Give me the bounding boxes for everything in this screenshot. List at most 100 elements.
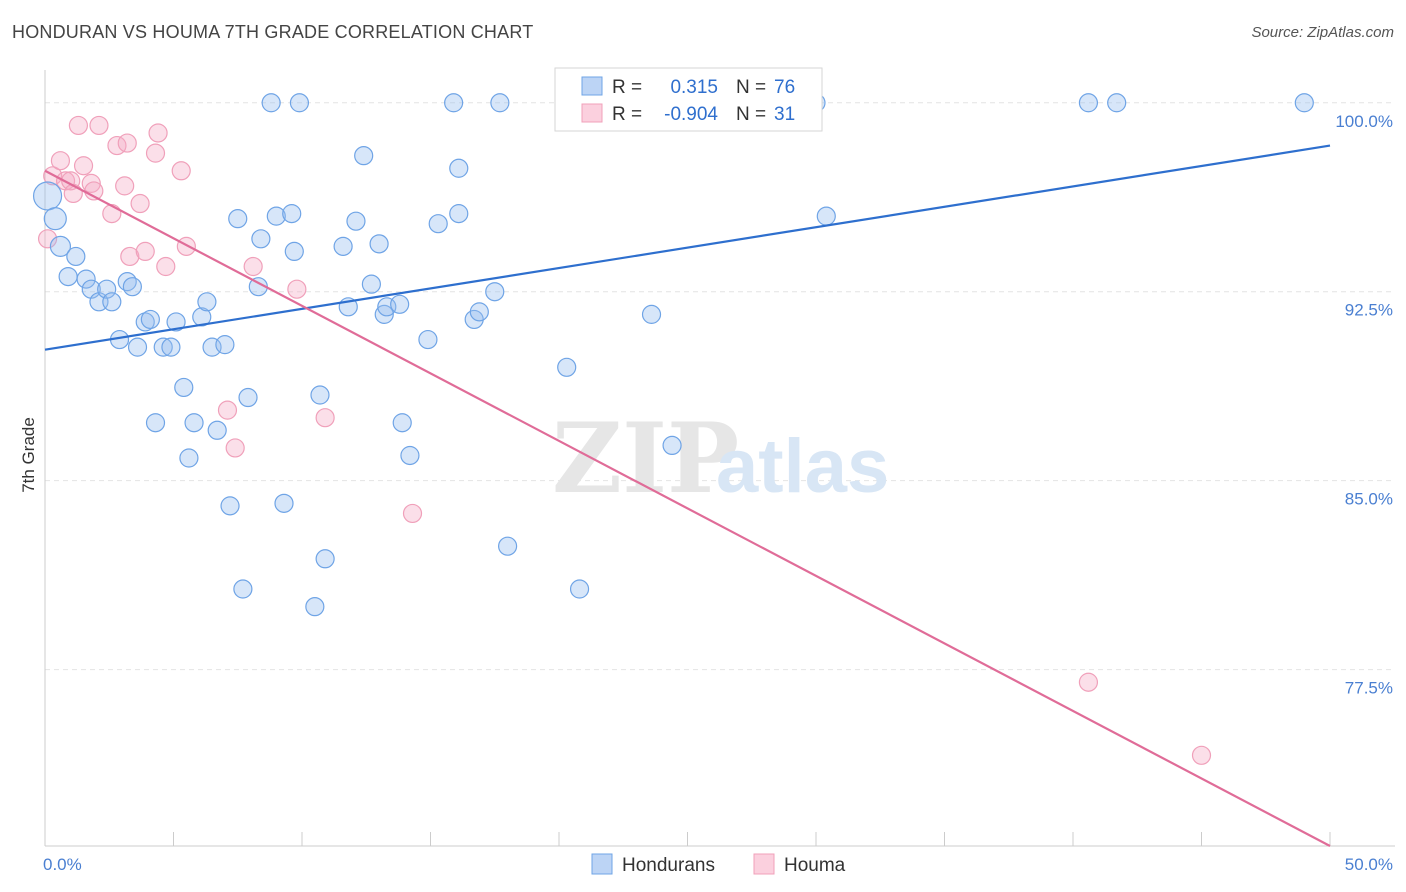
hondurans-point-28 <box>220 496 240 516</box>
houma-point-8 <box>81 173 101 193</box>
x-tick-label-0: 0.0% <box>43 855 82 874</box>
hondurans-point-72 <box>816 206 836 226</box>
houma-point-10 <box>89 115 109 136</box>
legend-n-value-1: 76 <box>774 77 795 98</box>
legend-n-label-1: N = <box>736 77 766 98</box>
houma-point-4 <box>61 171 81 191</box>
hondurans-point-24 <box>197 292 217 312</box>
houma-point-22 <box>176 236 196 256</box>
chart-title: HONDURAN VS HOUMA 7TH GRADE CORRELATION … <box>12 22 534 42</box>
houma-point-7 <box>73 156 94 176</box>
hondurans-point-4 <box>66 246 86 267</box>
houma-point-13 <box>115 176 135 196</box>
hondurans-points <box>32 93 1314 617</box>
houma-trend-line <box>44 169 1331 847</box>
hondurans-point-36 <box>274 493 294 513</box>
trend-lines <box>44 144 1331 847</box>
hondurans-point-17 <box>153 337 173 357</box>
watermark-atlas: atlas <box>716 424 889 509</box>
hondurans-point-2 <box>49 235 72 257</box>
hondurans-point-62 <box>490 93 510 113</box>
legend-r-label-2: R = <box>612 104 642 125</box>
hondurans-point-9 <box>102 292 122 312</box>
houma-point-17 <box>135 241 155 262</box>
stats-legend: R = 0.315 N = 76 R = -0.904 N = 31 <box>554 67 823 132</box>
hondurans-point-65 <box>569 579 590 599</box>
hondurans-point-41 <box>310 385 330 405</box>
hondurans-point-15 <box>140 309 160 330</box>
hondurans-point-61 <box>485 282 505 302</box>
y-tick-label-1: 85.0% <box>1345 490 1393 509</box>
hondurans-point-73 <box>1078 93 1099 113</box>
hondurans-point-40 <box>305 597 325 617</box>
hondurans-point-31 <box>238 387 258 408</box>
x-tick-label-1: 50.0% <box>1345 855 1393 874</box>
houma-point-15 <box>120 246 140 267</box>
hondurans-point-39 <box>289 93 310 113</box>
legend-r-label-1: R = <box>612 77 642 98</box>
houma-point-5 <box>63 183 83 204</box>
hondurans-point-53 <box>400 445 420 466</box>
hondurans-point-54 <box>418 329 438 350</box>
houma-point-26 <box>287 279 307 299</box>
houma-point-6 <box>68 115 89 136</box>
legend-swatch-hondurans <box>581 76 603 96</box>
hondurans-point-21 <box>179 448 199 468</box>
houma-point-30 <box>1191 745 1212 765</box>
hondurans-point-37 <box>282 204 302 224</box>
hondurans-point-47 <box>361 274 381 294</box>
hondurans-point-34 <box>261 93 281 113</box>
houma-point-11 <box>102 204 122 224</box>
y-tick-label-2: 92.5% <box>1345 301 1393 320</box>
houma-point-0 <box>37 229 58 249</box>
houma-point-27 <box>315 408 335 428</box>
hondurans-point-66 <box>641 304 662 324</box>
watermark-zip: ZIP <box>552 402 739 515</box>
hondurans-point-60 <box>469 302 489 322</box>
houma-point-20 <box>156 256 176 277</box>
hondurans-point-13 <box>127 337 148 357</box>
legend-n-label-2: N = <box>736 104 766 125</box>
hondurans-point-55 <box>428 214 448 234</box>
y-tick-label-3: 100.0% <box>1335 112 1393 131</box>
hondurans-point-26 <box>207 420 227 440</box>
hondurans-point-45 <box>346 211 366 231</box>
hondurans-point-33 <box>251 229 271 249</box>
grid-lines <box>45 102 1395 671</box>
houma-point-2 <box>50 151 71 171</box>
hondurans-point-3 <box>58 266 78 287</box>
hondurans-point-29 <box>228 209 248 229</box>
legend-label-hondurans: Hondurans <box>622 855 715 876</box>
hondurans-point-58 <box>449 158 469 178</box>
hondurans-point-30 <box>233 579 253 599</box>
legend-swatch-houma-bottom <box>753 853 775 875</box>
houma-point-23 <box>217 400 238 420</box>
legend-swatch-hondurans-bottom <box>591 853 613 875</box>
hondurans-point-64 <box>557 357 577 377</box>
x-tick-labels: 0.0% 50.0% <box>43 855 1393 874</box>
houma-point-14 <box>117 133 137 153</box>
hondurans-trend-line <box>44 144 1331 351</box>
hondurans-point-57 <box>449 204 469 224</box>
hondurans-point-38 <box>284 241 304 262</box>
watermark: ZIP atlas <box>552 402 889 515</box>
series-legend: Hondurans Houma <box>591 853 846 876</box>
hondurans-point-22 <box>184 413 204 433</box>
houma-point-18 <box>145 143 166 163</box>
hondurans-point-46 <box>354 146 374 166</box>
hondurans-point-56 <box>444 93 464 113</box>
hondurans-point-74 <box>1107 93 1127 113</box>
y-tick-label-0: 77.5% <box>1345 679 1393 698</box>
legend-swatch-houma <box>581 103 603 123</box>
hondurans-point-35 <box>266 206 286 226</box>
hondurans-point-67 <box>662 435 682 456</box>
y-tick-labels: 77.5% 85.0% 92.5% 100.0% <box>1335 112 1393 698</box>
hondurans-point-43 <box>333 236 353 256</box>
houma-point-29 <box>1078 672 1099 692</box>
hondurans-point-49 <box>374 304 394 324</box>
hondurans-point-18 <box>161 337 181 357</box>
houma-point-21 <box>171 161 191 181</box>
legend-r-value-2: -0.904 <box>664 104 718 125</box>
hondurans-point-12 <box>122 277 142 297</box>
